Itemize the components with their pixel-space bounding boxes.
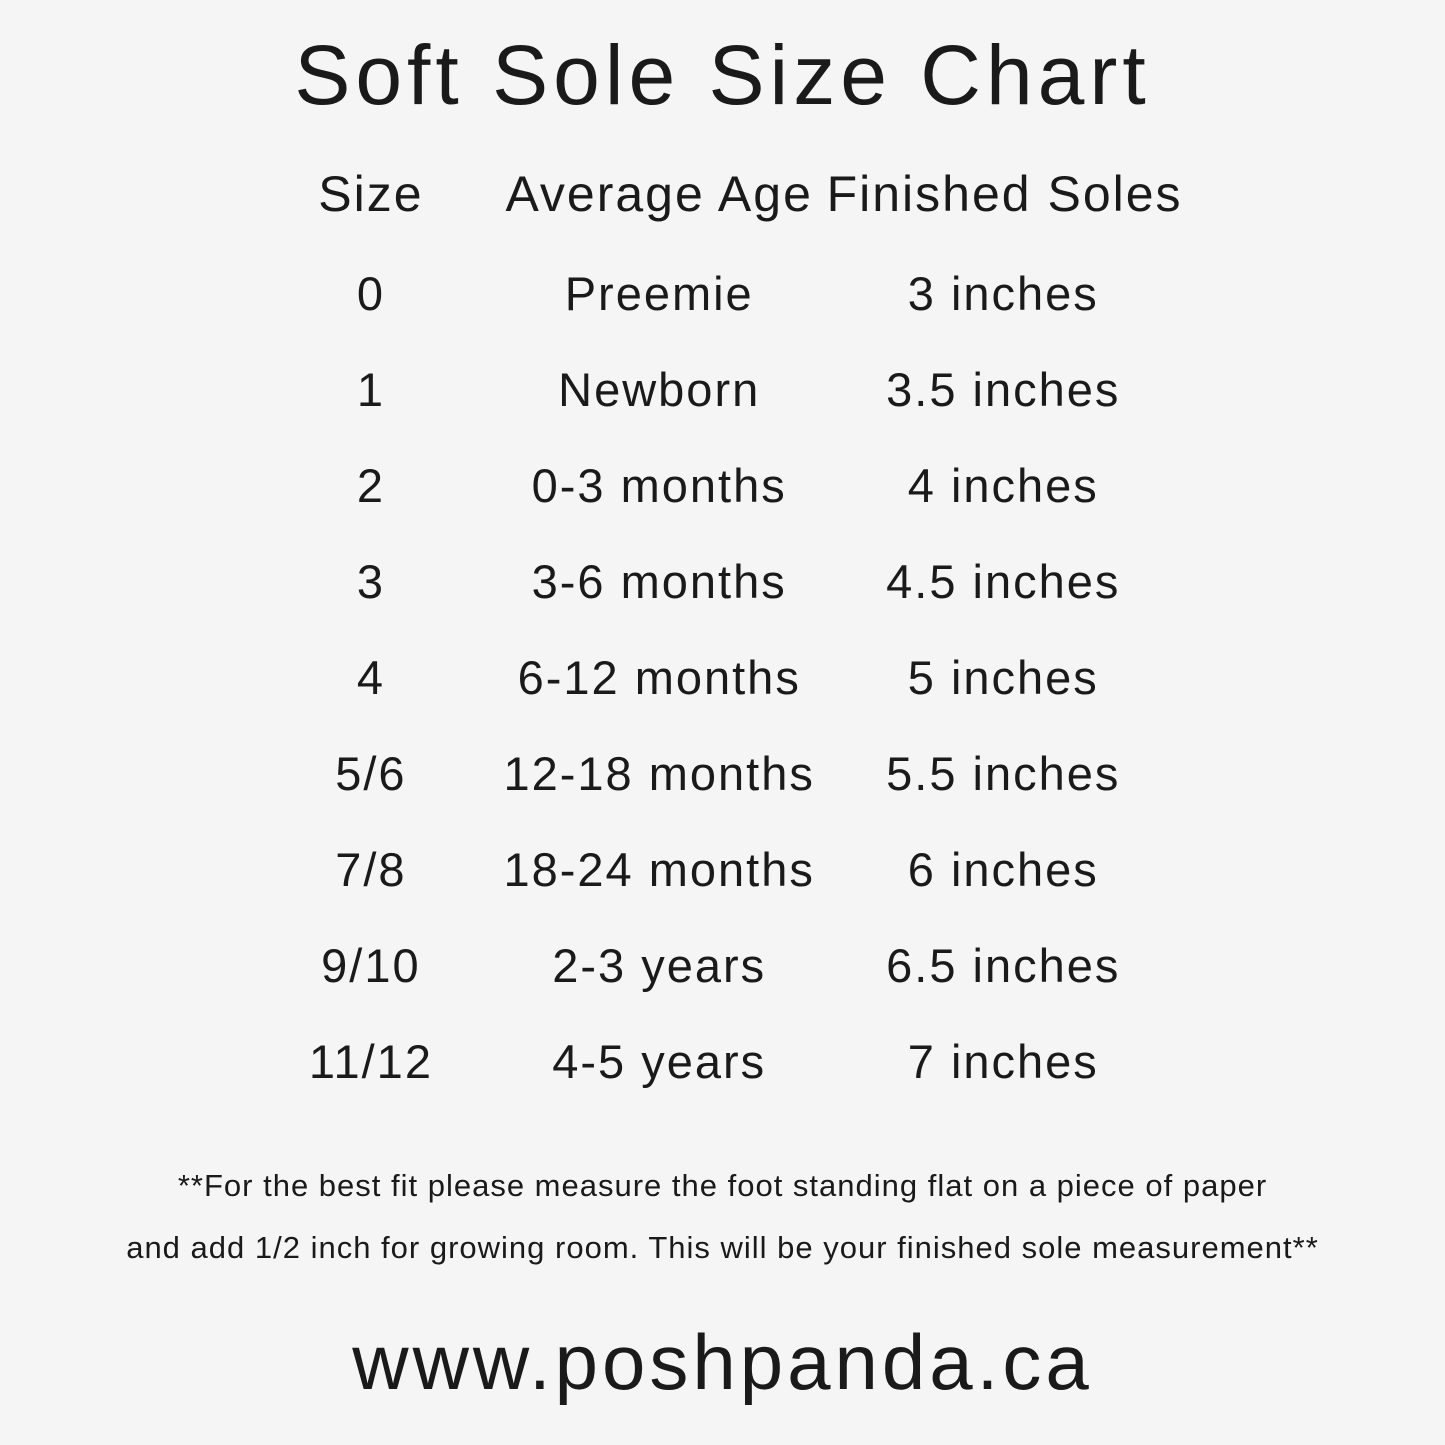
size-cell: 2: [356, 458, 385, 512]
table-row: 2 0-3 months 4 inches: [250, 437, 1180, 533]
table-row: 9/10 2-3 years 6.5 inches: [250, 917, 1180, 1013]
table-row: 0 Preemie 3 inches: [250, 245, 1180, 341]
fit-note-line1: **For the best fit please measure the fo…: [177, 1168, 1268, 1204]
sole-length-cell: 4 inches: [907, 458, 1099, 512]
table-row: 11/12 4-5 years 7 inches: [250, 1013, 1180, 1109]
table-header-row: Size Average Age Finished Soles: [250, 143, 1180, 245]
column-header-size: Size: [318, 166, 424, 223]
size-cell: 1: [356, 362, 385, 416]
size-cell: 0: [356, 266, 385, 320]
size-cell: 5/6: [335, 746, 407, 800]
sole-length-cell: 5 inches: [907, 650, 1099, 704]
sole-length-cell: 4.5 inches: [886, 554, 1121, 608]
sole-length-cell: 3.5 inches: [886, 362, 1121, 416]
size-cell: 4: [356, 650, 385, 704]
sole-length-cell: 7 inches: [907, 1034, 1099, 1088]
age-cell: 12-18 months: [503, 746, 815, 800]
table-row: 5/6 12-18 months 5.5 inches: [250, 725, 1180, 821]
size-table: Size Average Age Finished Soles 0 Preemi…: [250, 143, 1181, 1109]
table-row: 7/8 18-24 months 6 inches: [250, 821, 1180, 917]
column-header-finished-soles: Finished Soles: [826, 166, 1183, 223]
age-cell: 6-12 months: [517, 650, 801, 704]
table-row: 3 3-6 months 4.5 inches: [250, 533, 1180, 629]
sole-length-cell: 6.5 inches: [886, 938, 1121, 992]
table-row: 4 6-12 months 5 inches: [250, 629, 1180, 725]
age-cell: 0-3 months: [531, 458, 787, 512]
age-cell: Newborn: [558, 362, 761, 416]
age-cell: 4-5 years: [552, 1034, 767, 1088]
page-title: Soft Sole Size Chart: [294, 28, 1151, 122]
column-header-average-age: Average Age: [505, 166, 813, 223]
fit-note: **For the best fit please measure the fo…: [0, 1155, 1445, 1279]
size-cell: 9/10: [321, 938, 421, 992]
sole-length-cell: 6 inches: [907, 842, 1099, 896]
size-cell: 11/12: [308, 1034, 433, 1088]
size-cell: 3: [356, 554, 385, 608]
size-cell: 7/8: [335, 842, 407, 896]
age-cell: 2-3 years: [552, 938, 767, 992]
sole-length-cell: 5.5 inches: [886, 746, 1121, 800]
website-text: www.poshpanda.ca: [352, 1318, 1093, 1407]
age-cell: Preemie: [564, 266, 754, 320]
sole-length-cell: 3 inches: [907, 266, 1099, 320]
fit-note-line2: and add 1/2 inch for growing room. This …: [126, 1230, 1319, 1266]
table-row: 1 Newborn 3.5 inches: [250, 341, 1180, 437]
age-cell: 18-24 months: [503, 842, 815, 896]
age-cell: 3-6 months: [531, 554, 787, 608]
